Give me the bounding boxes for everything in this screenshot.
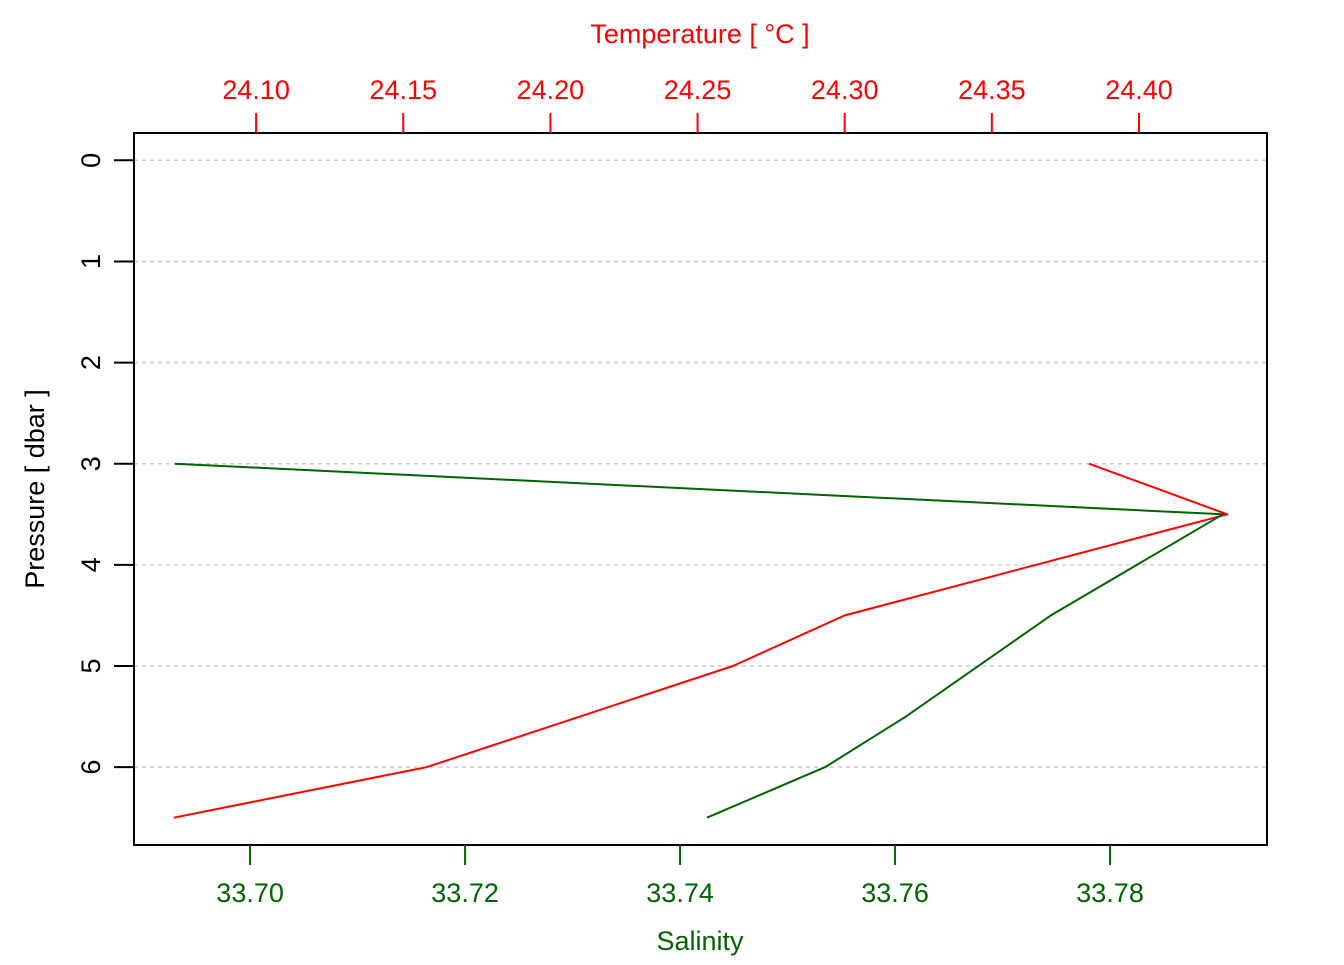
y-axis-label: Pressure [ dbar ] — [20, 389, 50, 589]
x-bottom-tick-label: 33.74 — [646, 878, 714, 908]
x-axis-top-temperature: 24.10 24.15 24.20 24.25 24.30 24.35 24.40 — [222, 75, 1173, 133]
x-top-tick-label: 24.20 — [517, 75, 585, 105]
x-bottom-tick-label: 33.70 — [216, 878, 284, 908]
grid-layer — [134, 159, 1267, 768]
y-tick-label: 6 — [76, 760, 106, 775]
plot-frame — [133, 132, 1268, 846]
x-bottom-tick-label: 33.76 — [861, 878, 929, 908]
y-tick-label: 5 — [76, 658, 106, 673]
x-axis-top-label: Temperature [ °C ] — [590, 19, 809, 49]
salinity-profile-line — [174, 462, 1224, 819]
x-axis-bottom-salinity: 33.70 33.72 33.74 33.76 33.78 — [216, 845, 1144, 908]
x-top-tick-label: 24.10 — [222, 75, 290, 105]
x-top-tick-label: 24.35 — [958, 75, 1026, 105]
x-bottom-tick-label: 33.72 — [431, 878, 499, 908]
series-layer — [173, 462, 1229, 819]
x-axis-bottom-label: Salinity — [656, 926, 744, 956]
x-bottom-tick-label: 33.78 — [1076, 878, 1144, 908]
x-top-tick-label: 24.25 — [664, 75, 732, 105]
x-top-tick-label: 24.15 — [369, 75, 437, 105]
y-tick-label: 0 — [76, 153, 106, 168]
y-tick-label: 3 — [76, 456, 106, 471]
y-axis: 0 1 2 3 4 5 6 — [76, 153, 134, 775]
x-top-tick-label: 24.40 — [1105, 75, 1173, 105]
y-tick-label: 2 — [76, 355, 106, 370]
temperature-profile-line — [173, 462, 1229, 819]
y-tick-label: 4 — [76, 557, 106, 572]
y-tick-label: 1 — [76, 254, 106, 269]
x-top-tick-label: 24.30 — [811, 75, 879, 105]
